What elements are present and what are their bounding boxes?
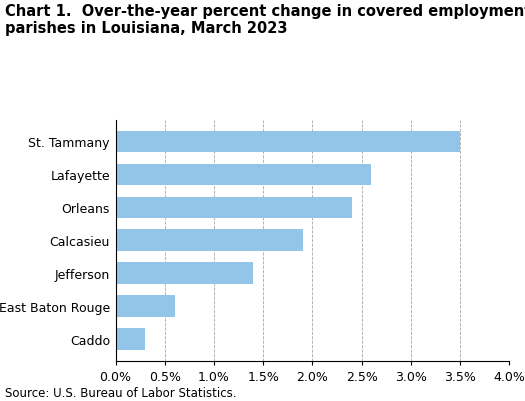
Bar (116, 164, 372, 186)
Bar (116, 131, 460, 153)
Text: Source: U.S. Bureau of Labor Statistics.: Source: U.S. Bureau of Labor Statistics. (5, 386, 237, 399)
Bar (116, 263, 253, 284)
Bar (116, 197, 352, 219)
Bar (116, 230, 302, 251)
Bar (116, 296, 174, 317)
Text: Chart 1.  Over-the-year percent change in covered employment among the largest
p: Chart 1. Over-the-year percent change in… (5, 4, 525, 36)
Bar (116, 328, 145, 350)
